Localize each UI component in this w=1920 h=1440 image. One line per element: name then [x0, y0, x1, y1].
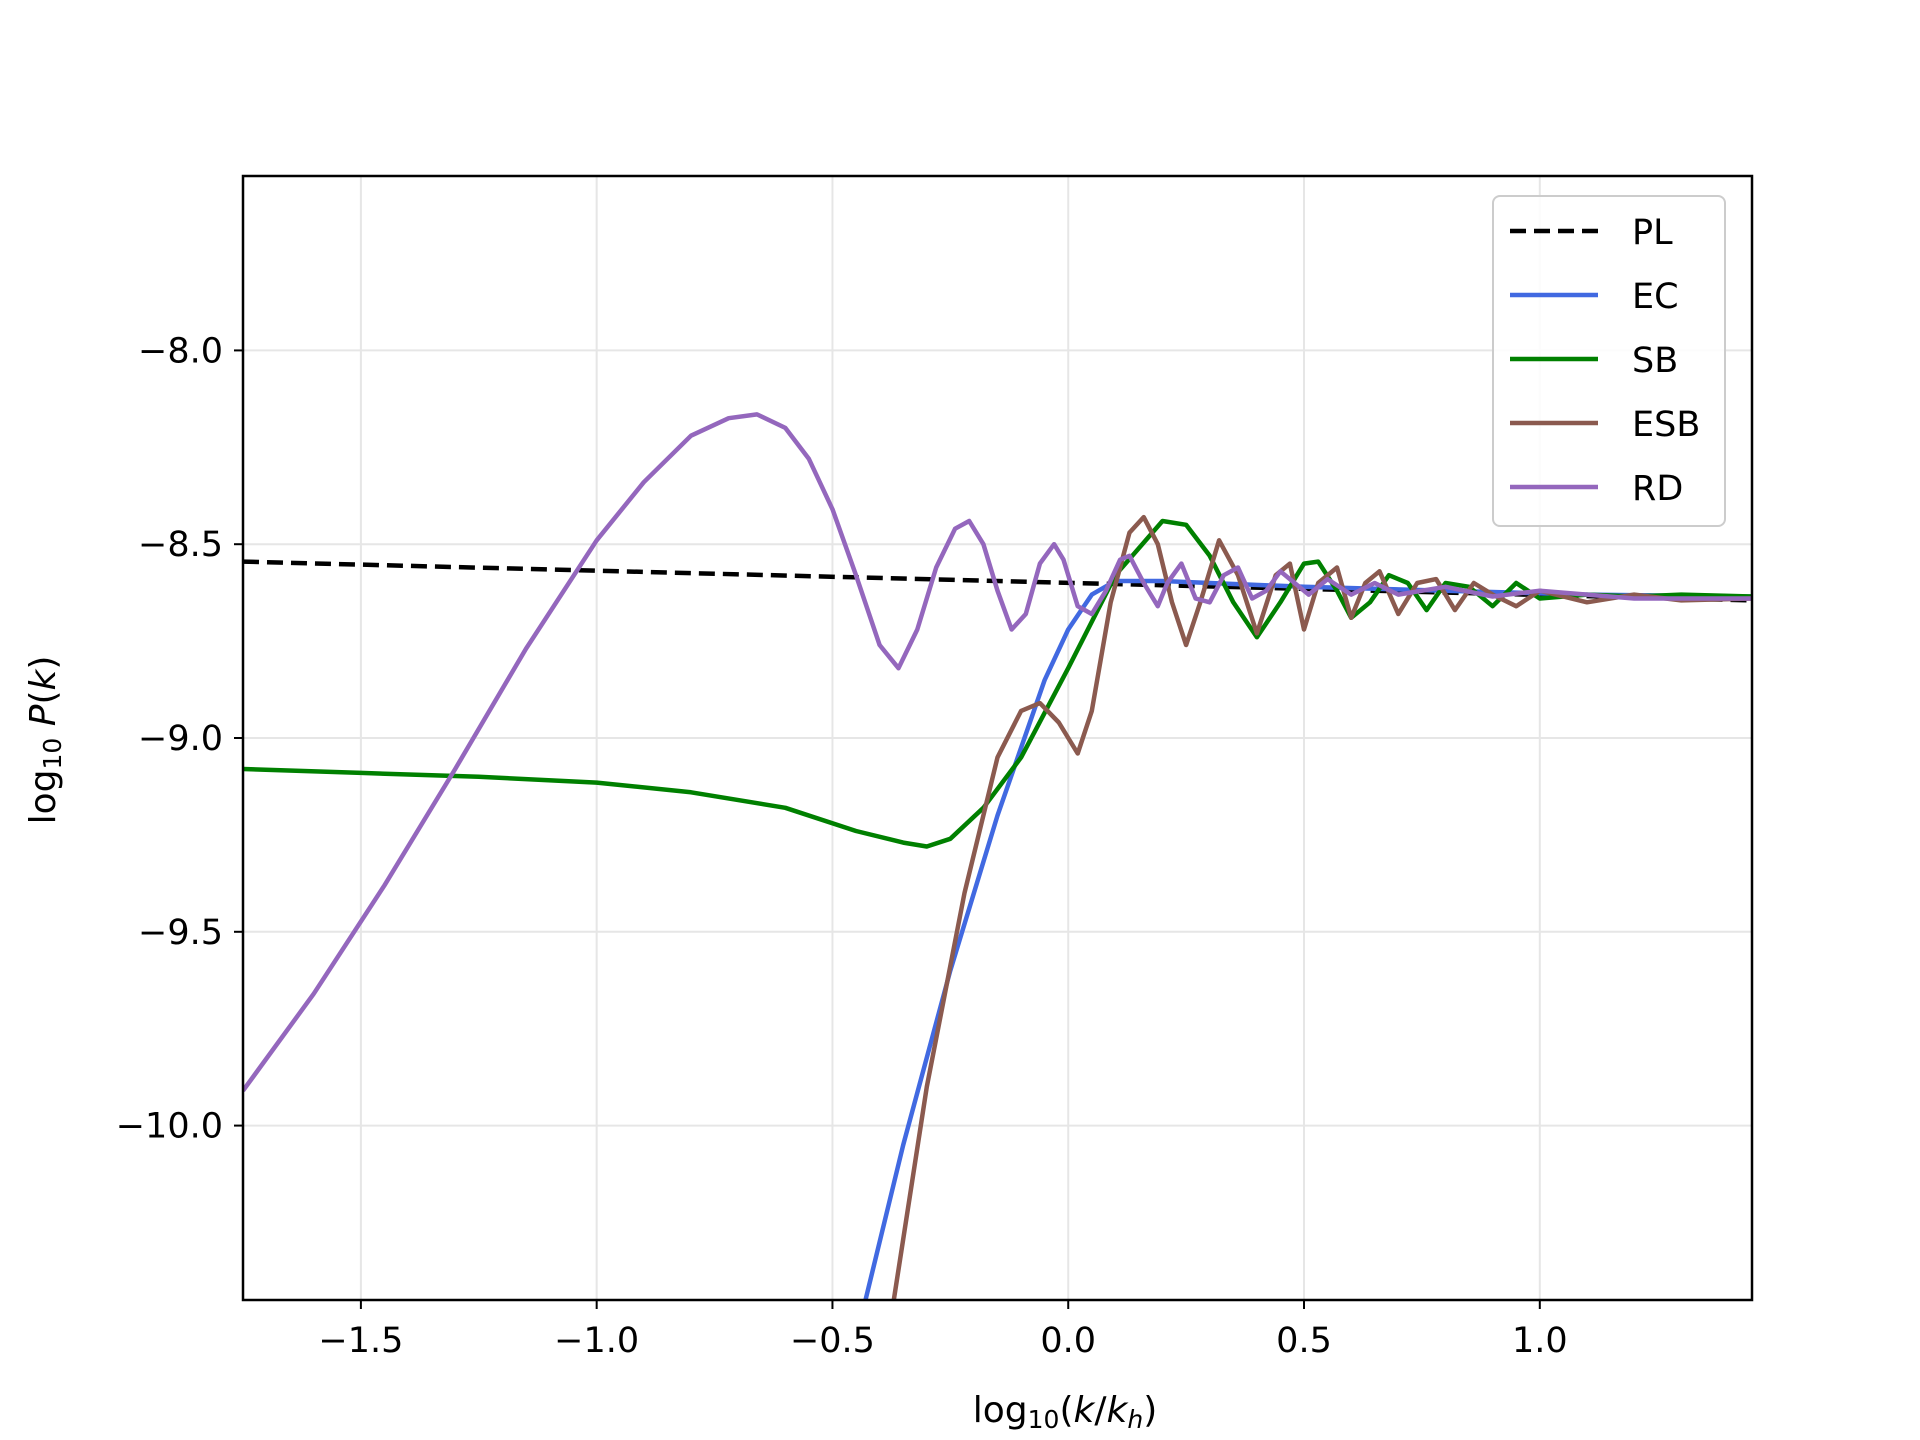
- y-tick-label: −10.0: [116, 1107, 223, 1147]
- legend-box: [1492, 195, 1726, 527]
- x-tick-label: −0.5: [790, 1321, 875, 1361]
- axis-ticks: −1.5 −1.0 −0.5 0.0 0.5 1.0 −8.0 −8.5 −9.0 −9.5 −10…: [116, 331, 1568, 1361]
- x-tick-label: 1.0: [1512, 1321, 1568, 1361]
- series-line-rd: [243, 412, 1752, 1093]
- y-tick-label: −9.0: [138, 719, 223, 759]
- x-axis-label: log10(k/kh): [973, 1390, 1158, 1434]
- x-tick-label: −1.0: [554, 1321, 639, 1361]
- legend-label-sb: SB: [1632, 341, 1678, 381]
- series-line-sb: [243, 518, 1752, 849]
- y-tick-label: −9.5: [138, 913, 223, 953]
- y-tick-label: −8.0: [138, 331, 223, 371]
- y-tick-label: −8.5: [138, 525, 223, 565]
- legend-label-ec: EC: [1632, 277, 1679, 317]
- x-tick-label: −1.5: [318, 1321, 403, 1361]
- grid: [243, 176, 1752, 1300]
- series-lines: [243, 412, 1752, 1300]
- legend: PL EC SB ESB RD: [1492, 195, 1726, 527]
- x-tick-label: 0.0: [1040, 1321, 1096, 1361]
- x-tick-label: 0.5: [1276, 1321, 1332, 1361]
- legend-label-rd: RD: [1632, 469, 1683, 509]
- legend-label-esb: ESB: [1632, 405, 1700, 445]
- legend-label-pl: PL: [1632, 213, 1673, 253]
